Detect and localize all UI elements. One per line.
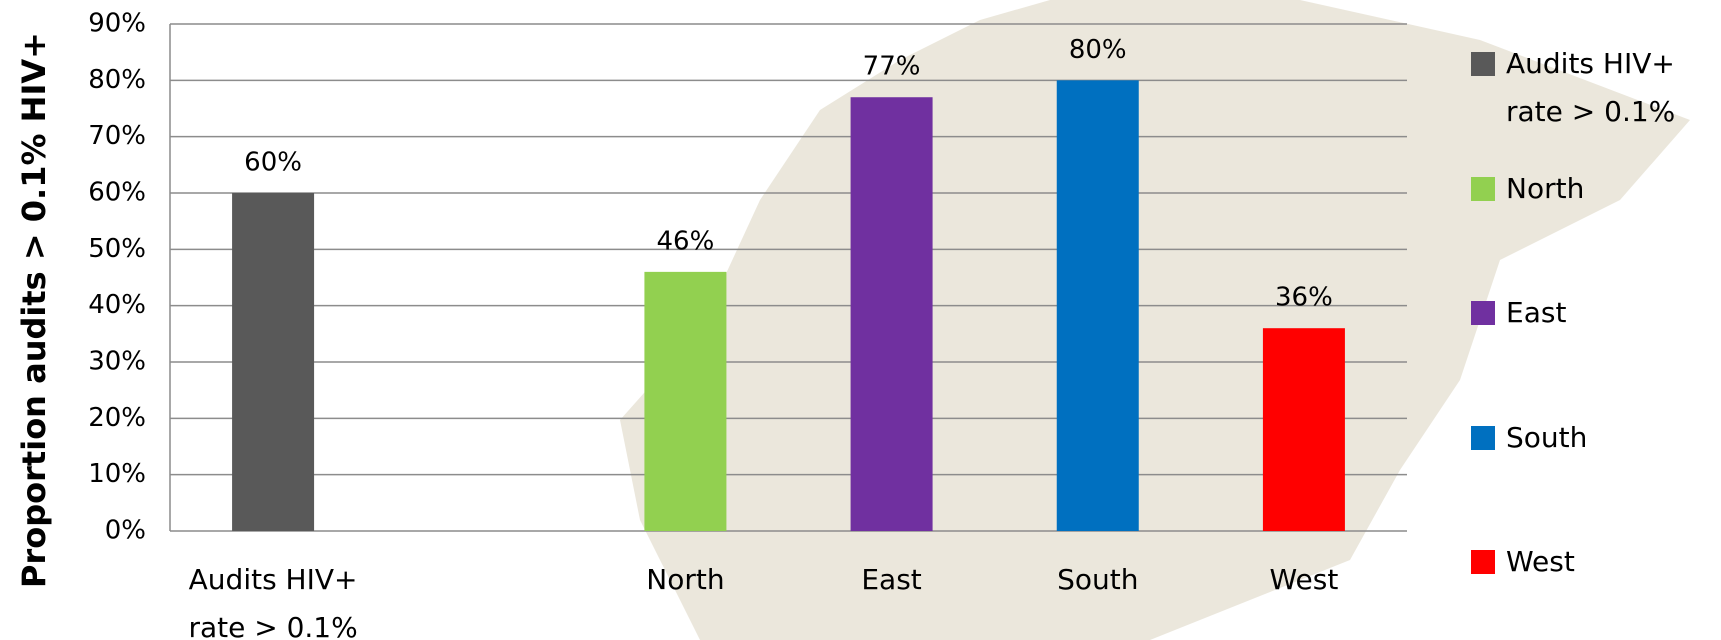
x-tick-label: South — [1057, 563, 1139, 596]
x-tick-label: West — [1269, 563, 1339, 596]
legend-swatch — [1471, 301, 1495, 325]
legend-label: Audits HIV+ rate > 0.1% — [1506, 47, 1676, 128]
bar — [644, 271, 727, 531]
y-tick-label: 50% — [88, 234, 146, 264]
legend-swatch — [1471, 425, 1495, 450]
legend-label: West — [1506, 545, 1575, 578]
data-label: 80% — [1069, 35, 1127, 65]
bar — [850, 97, 933, 531]
legend-label: North — [1506, 171, 1585, 205]
bar — [1262, 328, 1345, 531]
y-tick-label: 90% — [88, 9, 146, 39]
data-label: 77% — [863, 52, 921, 82]
data-label: 60% — [244, 148, 302, 178]
data-label: 36% — [1275, 283, 1333, 313]
y-tick-label: 10% — [88, 459, 146, 489]
y-tick-label: 30% — [88, 347, 146, 377]
y-tick-label: 70% — [88, 121, 146, 151]
legend-swatch — [1471, 550, 1495, 574]
legend-swatch — [1471, 52, 1495, 76]
y-tick-label: 20% — [88, 403, 146, 433]
y-tick-label: 0% — [105, 516, 146, 546]
legend-label: South — [1506, 420, 1588, 454]
data-label: 46% — [657, 226, 715, 256]
x-tick-label: East — [861, 563, 922, 596]
y-axis-title: Proportion audits > 0.1% HIV+ — [15, 32, 53, 588]
x-tick-label: Audits HIV+ rate > 0.1% — [188, 563, 358, 640]
y-tick-label: 40% — [88, 290, 146, 320]
legend-label: East — [1506, 296, 1567, 329]
x-tick-label: North — [646, 563, 725, 596]
legend-swatch — [1471, 176, 1495, 201]
bar — [232, 193, 315, 531]
bar — [1056, 80, 1139, 531]
y-tick-label: 80% — [88, 65, 146, 95]
y-tick-label: 60% — [88, 178, 146, 208]
